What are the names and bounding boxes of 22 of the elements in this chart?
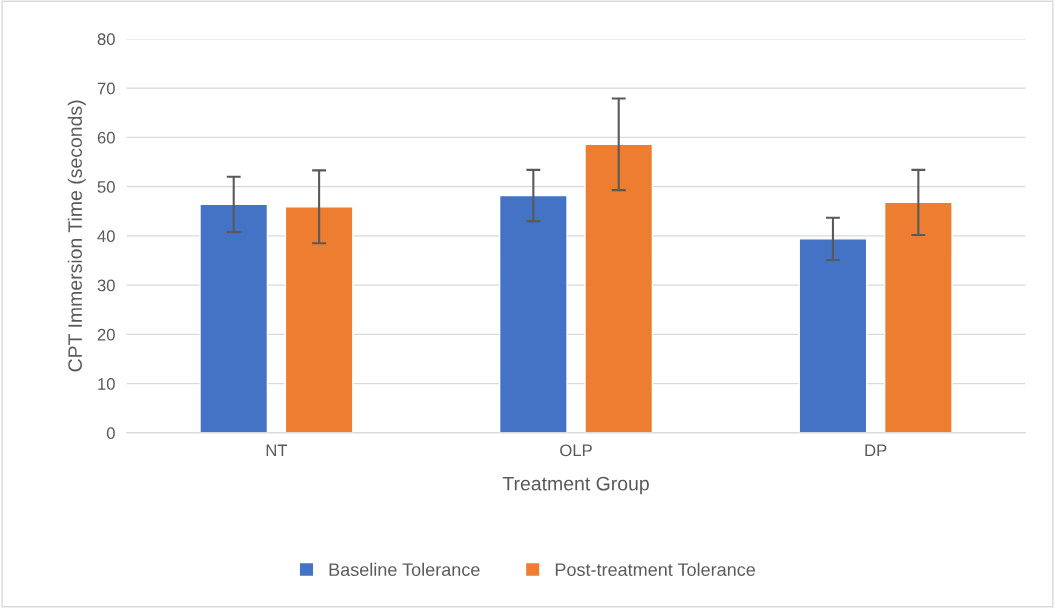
bar xyxy=(798,238,868,433)
y-axis-title: CPT Immersion Time (seconds) xyxy=(67,100,86,372)
bar xyxy=(584,143,654,433)
y-tick-label: 70 xyxy=(97,82,115,95)
x-tick-label: OLP xyxy=(560,444,592,457)
y-tick-label: 0 xyxy=(106,427,115,440)
y-tick-label: 10 xyxy=(98,378,115,390)
y-tick-label: 50 xyxy=(97,181,115,193)
y-tick-label: 40 xyxy=(97,230,115,243)
legend-label: Post-treatment Tolerance xyxy=(555,562,755,577)
y-tick-label: 30 xyxy=(97,279,115,292)
bar xyxy=(883,201,953,433)
bar xyxy=(199,203,269,433)
y-tick-label: 80 xyxy=(97,33,115,46)
x-axis-title: Treatment Group xyxy=(502,476,649,495)
x-tick-label: NT xyxy=(266,444,288,457)
bar xyxy=(284,206,354,433)
legend-label: Baseline Tolerance xyxy=(329,562,480,577)
y-tick-label: 20 xyxy=(97,328,115,341)
x-tick-label: DP xyxy=(865,444,887,457)
bar xyxy=(498,194,568,433)
y-tick-label: 60 xyxy=(97,131,115,144)
